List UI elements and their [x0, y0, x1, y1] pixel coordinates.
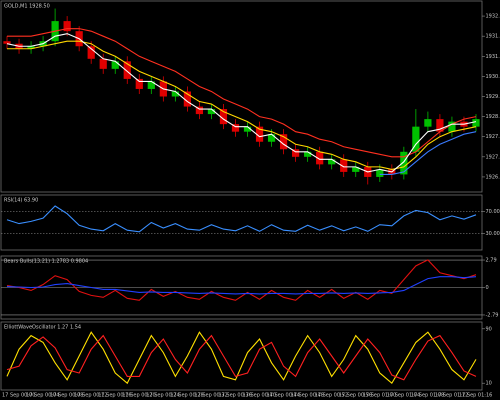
candle-body — [424, 119, 432, 127]
y-tick-label: 1931.00 — [486, 54, 500, 60]
candle-body — [27, 46, 35, 49]
y-tick-label: 2.79 — [486, 258, 497, 264]
candle-body — [147, 81, 155, 89]
y-tick-label: 70.00 — [486, 209, 500, 215]
candle-body — [448, 121, 456, 132]
indicator-line — [6, 334, 477, 381]
x-tick-label: 17 Sep 01:08 — [411, 393, 444, 399]
y-tick-label: 1926.20 — [486, 174, 500, 180]
candle-body — [183, 91, 191, 107]
x-tick-label: 17 Sep 00:48 — [291, 393, 324, 399]
candle-body — [352, 166, 360, 172]
candle-body — [279, 134, 288, 150]
candle-body — [304, 151, 312, 157]
y-tick-label: 1931.80 — [486, 34, 500, 40]
panel-title: GOLD,M1 1928.50 — [4, 4, 50, 10]
indicator-line — [7, 28, 477, 158]
x-tick-label: 17 Sep 00:20 — [122, 393, 155, 399]
panel-frame — [0, 321, 483, 391]
panel-title: Bears Bulls(13,21) 1.2783 0.9804 — [4, 259, 88, 265]
x-tick-label: 17 Sep 00:12 — [74, 393, 107, 399]
x-tick-label: 17 Sep 00:04 — [26, 393, 59, 399]
y-tick-label: 90 — [486, 326, 492, 332]
y-tick-label: 10 — [486, 381, 492, 387]
x-tick-label: 17 Sep 01:04 — [387, 393, 420, 399]
indicator-line — [6, 331, 477, 385]
y-tick-label: 1928.60 — [486, 114, 500, 120]
candle-body — [195, 106, 204, 115]
x-tick-label: 17 Sep 00:52 — [315, 393, 348, 399]
x-tick-label: 17 Sep 00:36 — [218, 393, 251, 399]
candle-body — [376, 169, 384, 177]
x-tick-label: 17 Sep 00:16 — [98, 393, 131, 399]
indicator-line — [6, 276, 477, 295]
candle-body — [340, 159, 348, 172]
candle-body — [316, 151, 324, 165]
x-tick-label: 17 Sep 00:08 — [50, 393, 83, 399]
candle-body — [436, 119, 444, 132]
x-tick-label: 17 Sep 00:28 — [170, 393, 203, 399]
candle-body — [171, 91, 179, 97]
panel-frame — [0, 194, 483, 251]
indicator-line — [6, 33, 477, 173]
x-tick-label: 17 Sep 01:00 — [363, 393, 396, 399]
indicator-line — [6, 259, 477, 301]
x-tick-label: 17 Sep 00:00 — [2, 393, 35, 399]
candle-body — [135, 78, 143, 89]
candle-body — [412, 126, 420, 152]
indicator-line — [6, 205, 477, 233]
y-tick-label: 30.00 — [486, 231, 500, 237]
candle-body — [219, 109, 228, 125]
candle-body — [328, 159, 336, 165]
candle-body — [243, 126, 252, 132]
candle-body — [99, 58, 107, 69]
y-tick-label: 1930.20 — [486, 74, 500, 80]
candle-body — [472, 119, 480, 127]
indicator-line — [379, 131, 477, 175]
candle-body — [3, 41, 11, 44]
candle-body — [111, 61, 119, 69]
panel-title: RSI(14) 63.90 — [4, 198, 38, 204]
panel-title: ElliottWaveOscillator 1.27 1.54 — [4, 325, 81, 331]
y-tick-label: 1927.00 — [486, 154, 500, 160]
x-tick-label: 17 Sep 00:56 — [339, 393, 372, 399]
x-tick-label: 17 Sep 00:24 — [146, 393, 179, 399]
x-tick-label: 17 Sep 00:32 — [194, 393, 227, 399]
x-tick-label: 17 Sep 01:16 — [459, 393, 492, 399]
candle-body — [207, 109, 216, 115]
candle-body — [123, 61, 131, 79]
candle-body — [231, 124, 240, 132]
candle-body — [267, 134, 276, 142]
y-tick-label: 1929.40 — [486, 94, 500, 100]
y-tick-label: 1932.60 — [486, 14, 500, 20]
candle-body — [292, 149, 300, 157]
y-tick-label: 1927.80 — [486, 134, 500, 140]
indicator-line — [7, 40, 477, 170]
candle-body — [255, 126, 264, 142]
y-tick-label: 0 — [486, 285, 489, 291]
candle-body — [87, 46, 95, 59]
x-tick-label: 17 Sep 00:44 — [267, 393, 300, 399]
y-tick-label: -2.79 — [486, 312, 499, 318]
candle-body — [400, 151, 408, 175]
candle-body — [63, 21, 71, 32]
panel-frame — [0, 0, 483, 193]
x-tick-label: 17 Sep 00:40 — [243, 393, 276, 399]
x-tick-label: 17 Sep 01:12 — [435, 393, 468, 399]
